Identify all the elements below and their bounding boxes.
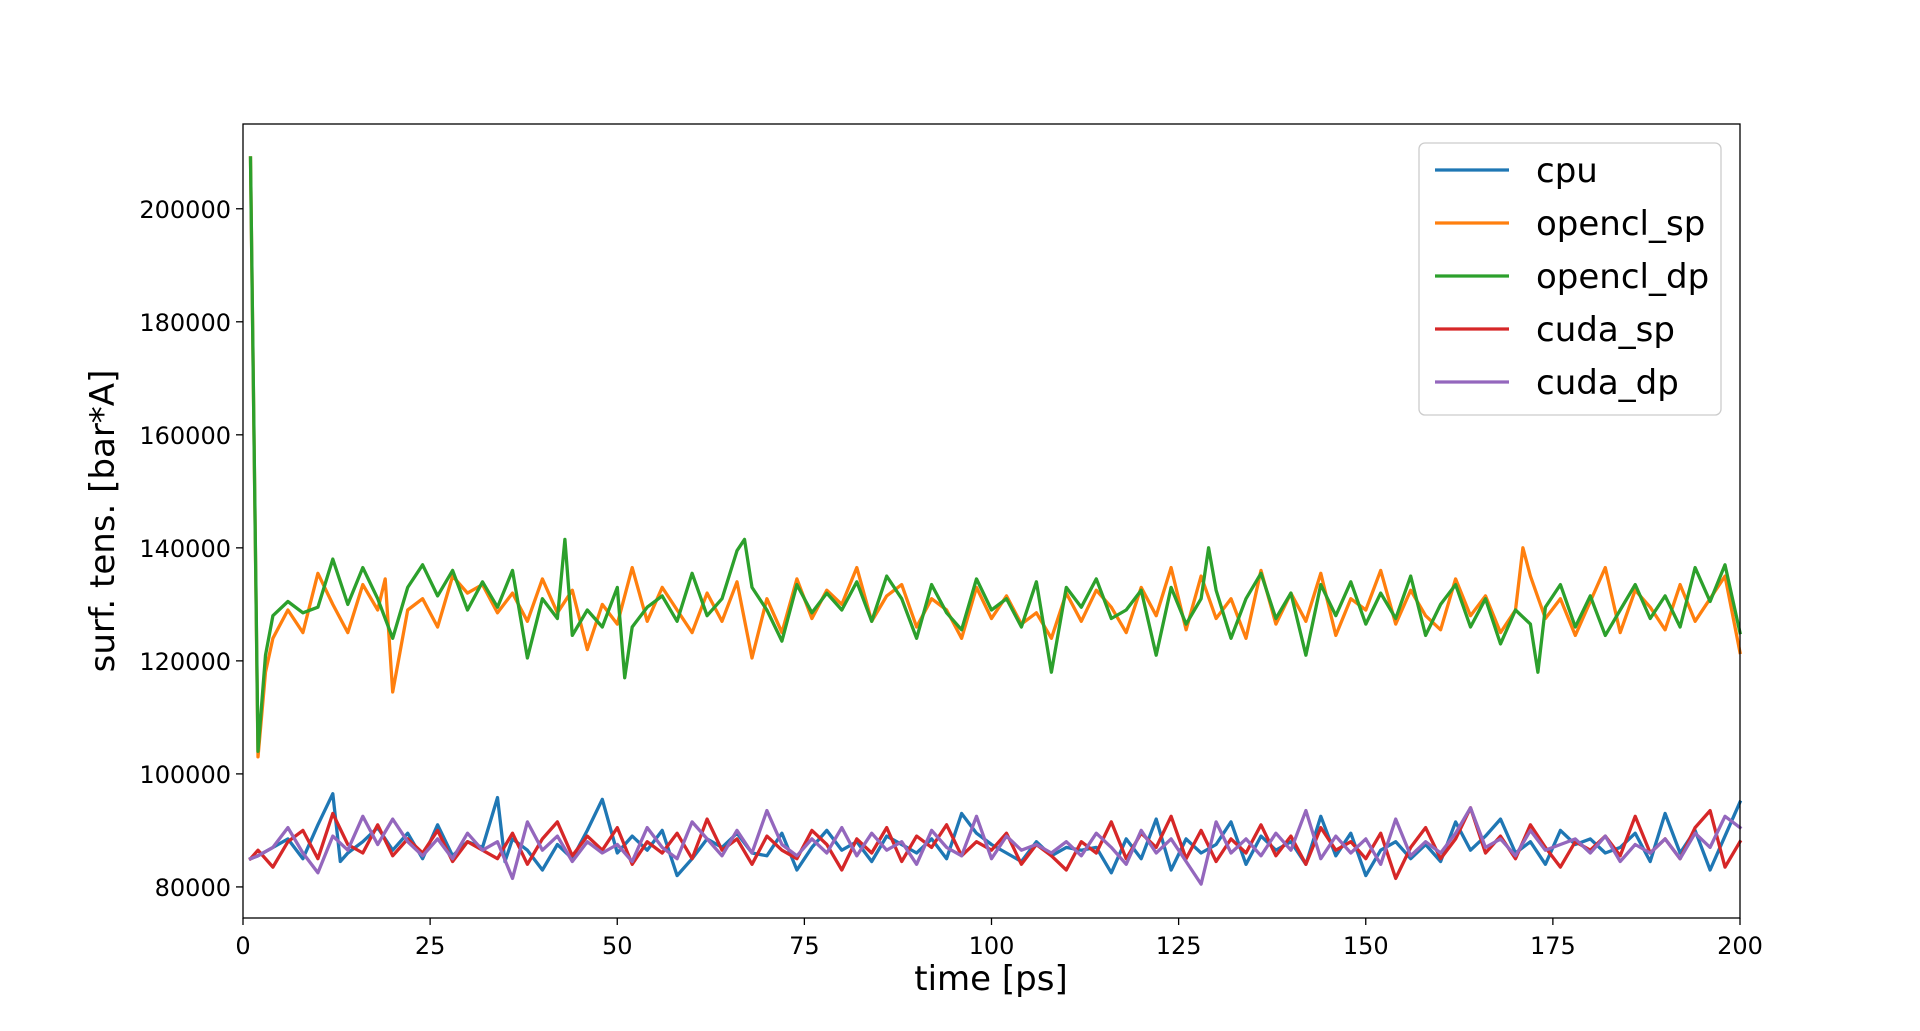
x-tick-label: 125: [1156, 932, 1202, 960]
y-tick-label: 180000: [139, 309, 231, 337]
series-line-opencl-sp: [248, 156, 1742, 759]
series-line-cuda-sp: [248, 806, 1743, 881]
x-tick-label: 50: [602, 932, 633, 960]
x-tick-label: 150: [1343, 932, 1389, 960]
y-axis: 80000 100000 120000 140000 160000 180000 20000…: [139, 196, 243, 902]
legend-label-cpu: cpu: [1536, 151, 1598, 191]
legend-label-cuda-dp: cuda_dp: [1536, 363, 1679, 403]
y-axis-title: surf. tens. [bar*A]: [83, 370, 123, 673]
x-tick-label: 0: [235, 932, 250, 960]
x-tick-label: 200: [1717, 932, 1763, 960]
x-tick-label: 100: [969, 932, 1015, 960]
legend-box: [1418, 142, 1722, 416]
x-tick-label: 75: [789, 932, 820, 960]
legend-label-cuda-sp: cuda_sp: [1536, 310, 1675, 350]
series-line-cpu: [248, 792, 1743, 878]
y-tick-label: 80000: [155, 874, 231, 902]
y-tick-label: 120000: [139, 648, 231, 676]
y-tick-label: 200000: [139, 196, 231, 224]
x-axis: 0 25 50 75 100 125 150 175 200: [235, 918, 1763, 960]
x-axis-title: time [ps]: [914, 959, 1067, 999]
legend: cpu opencl_sp opencl_dp cuda_sp cuda_dp: [1418, 142, 1722, 416]
y-tick-label: 100000: [139, 761, 231, 789]
legend-label-opencl-dp: opencl_dp: [1536, 257, 1709, 297]
legend-label-opencl-sp: opencl_sp: [1536, 204, 1705, 244]
series-line-opencl-dp: [248, 156, 1742, 753]
x-tick-label: 175: [1530, 932, 1576, 960]
y-tick-label: 140000: [139, 535, 231, 563]
x-tick-label: 25: [415, 932, 446, 960]
series-line-cuda-dp: [248, 806, 1743, 886]
y-tick-label: 160000: [139, 422, 231, 450]
series-layer: [248, 156, 1743, 886]
